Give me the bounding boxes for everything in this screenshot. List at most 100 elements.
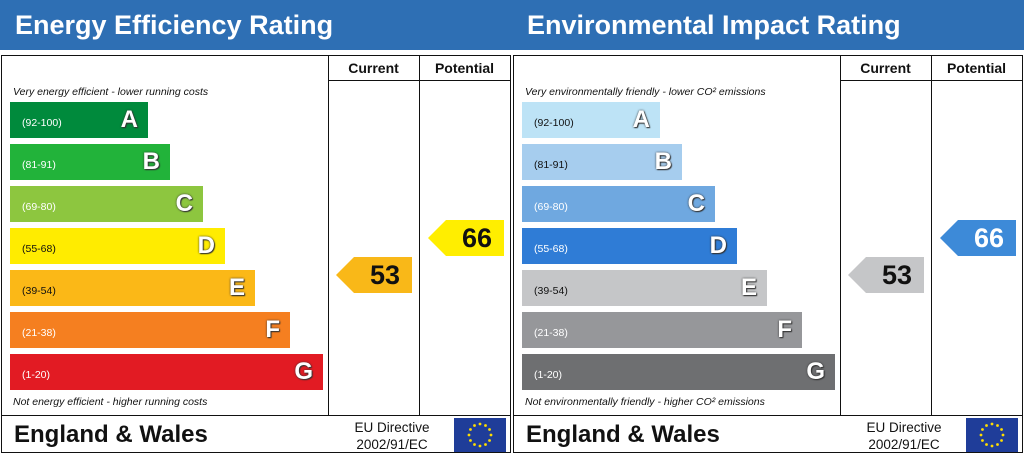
flag-star [484, 424, 487, 427]
potential-arrow-shape [940, 220, 1016, 256]
directive-line2: 2002/91/EC [868, 437, 940, 452]
divider [2, 415, 510, 416]
eu-directive-label: EU Directive 2002/91/EC [342, 419, 442, 453]
band-range: (55-68) [22, 243, 56, 255]
rating-band-a: (92-100) A [522, 102, 660, 138]
band-range: (81-91) [534, 159, 568, 171]
flag-star [469, 428, 472, 431]
directive-line1: EU Directive [866, 420, 942, 435]
potential-header: Potential [946, 60, 1007, 76]
rating-band-d: (55-68) D [10, 228, 225, 264]
band-letter: F [265, 316, 280, 343]
band-letter: E [228, 274, 245, 301]
flag-star [467, 433, 471, 437]
directive-line1: EU Directive [354, 420, 430, 435]
band-range: (92-100) [534, 117, 574, 129]
band-range: (39-54) [534, 285, 568, 297]
rating-band-b: (81-91) B [10, 144, 170, 180]
band-range: (21-38) [534, 327, 568, 339]
current-rating-value: 53 [881, 260, 912, 290]
flag-star [990, 422, 994, 426]
bottom-caption: Not environmentally friendly - higher CO… [525, 396, 765, 408]
band-range: (69-80) [22, 201, 56, 213]
flag-star [996, 443, 999, 446]
band-letter: G [806, 358, 825, 385]
band-range: (1-20) [22, 369, 51, 381]
rating-band-d: (55-68) D [522, 228, 737, 264]
band-letter: D [709, 232, 727, 259]
band-letter: B [654, 148, 672, 175]
flag-star [979, 433, 983, 437]
rating-band-f: (21-38) F [10, 312, 290, 348]
bottom-caption: Not energy efficient - higher running co… [13, 396, 208, 408]
top-caption: Very energy efficient - lower running co… [13, 86, 209, 98]
divider [840, 80, 1023, 81]
band-range: (39-54) [22, 285, 56, 297]
potential-rating-value: 66 [973, 223, 1004, 253]
country-label: England & Wales [14, 421, 208, 448]
environment-frame: Current Potential Very environmentally f… [513, 55, 1023, 453]
band-letter: A [632, 106, 650, 133]
flag-star [488, 428, 491, 431]
eu-directive-label: EU Directive 2002/91/EC [854, 419, 954, 453]
flag-star [488, 439, 491, 442]
flag-star [981, 439, 984, 442]
potential-arrow-shape [428, 220, 504, 256]
band-letter: C [175, 190, 193, 217]
current-header: Current [860, 60, 911, 76]
current-header: Current [348, 60, 399, 76]
potential-header: Potential [434, 60, 495, 76]
energy-title: Energy Efficiency Rating [0, 0, 512, 50]
band-letter: F [777, 316, 792, 343]
divider [514, 415, 1022, 416]
rating-band-e: (39-54) E [522, 270, 767, 306]
energy-efficiency-panel: Energy Efficiency Rating Current Potenti… [0, 0, 512, 453]
flag-star [489, 433, 493, 437]
current-rating-arrow: 53 [848, 257, 924, 293]
band-range: (92-100) [22, 117, 62, 129]
flag-star [1001, 433, 1005, 437]
current-rating-value: 53 [369, 260, 400, 290]
flag-star [469, 439, 472, 442]
rating-band-c: (69-80) C [10, 186, 203, 222]
potential-rating-arrow: 66 [940, 220, 1016, 256]
flag-star [473, 443, 476, 446]
environmental-impact-panel: Environmental Impact Rating Current Pote… [512, 0, 1024, 457]
rating-band-a: (92-100) A [10, 102, 148, 138]
band-range: (81-91) [22, 159, 56, 171]
rating-band-c: (69-80) C [522, 186, 715, 222]
rating-band-b: (81-91) B [522, 144, 682, 180]
flag-star [478, 422, 482, 426]
rating-band-e: (39-54) E [10, 270, 255, 306]
eu-flag-icon [966, 418, 1018, 452]
band-letter: A [120, 106, 138, 133]
directive-line2: 2002/91/EC [356, 437, 428, 452]
current-arrow-shape [336, 257, 412, 293]
band-range: (1-20) [534, 369, 563, 381]
flag-star [1000, 428, 1003, 431]
current-arrow-shape [848, 257, 924, 293]
band-range: (69-80) [534, 201, 568, 213]
divider [840, 56, 841, 415]
band-letter: E [740, 274, 757, 301]
rating-band-g: (1-20) G [522, 354, 835, 390]
top-caption: Very environmentally friendly - lower CO… [525, 86, 766, 98]
divider [931, 56, 932, 415]
band-letter: G [294, 358, 313, 385]
flag-star [990, 444, 994, 448]
energy-frame: Current Potential Very energy efficient … [1, 55, 511, 453]
flag-star [985, 424, 988, 427]
band-range: (55-68) [534, 243, 568, 255]
band-letter: B [142, 148, 160, 175]
current-rating-arrow: 53 [336, 257, 412, 293]
rating-band-f: (21-38) F [522, 312, 802, 348]
flag-star [1000, 439, 1003, 442]
potential-rating-arrow: 66 [428, 220, 504, 256]
environment-title: Environmental Impact Rating [512, 0, 1024, 50]
eu-flag-icon [454, 418, 506, 452]
divider [419, 56, 420, 415]
flag-star [981, 428, 984, 431]
flag-star [484, 443, 487, 446]
potential-rating-value: 66 [461, 223, 492, 253]
country-label: England & Wales [526, 421, 720, 448]
